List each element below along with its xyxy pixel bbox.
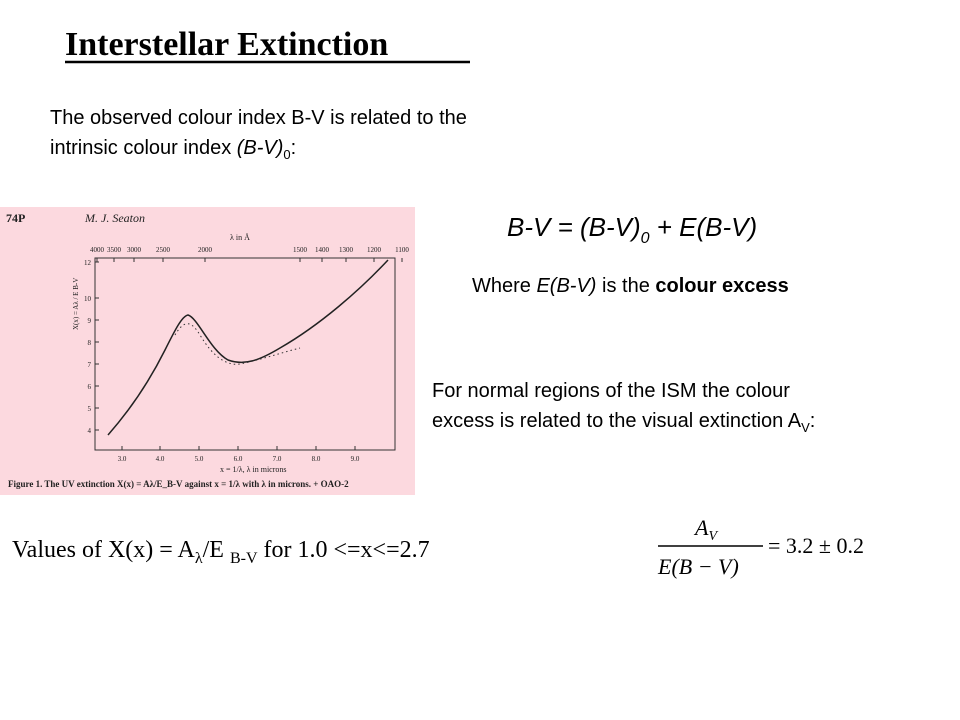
text: for 1.0 <=x<=2.7 (258, 537, 430, 563)
text: : (291, 137, 297, 159)
figure-bottom-tick-label: 8.0 (312, 455, 321, 463)
figure-author: M. J. Seaton (84, 211, 145, 225)
figure-bottom-tick-label: 7.0 (273, 455, 282, 463)
figure-left-tick-label: 4 (88, 427, 92, 435)
intro-line: intrinsic colour index (B-V)0: (50, 137, 296, 162)
figure-bottom-tick-label: 6.0 (234, 455, 243, 463)
subscript: 0 (641, 230, 650, 247)
title: Interstellar Extinction (65, 26, 388, 63)
figure-bottom-tick-label: 3.0 (118, 455, 127, 463)
figure-left-tick-label: 5 (88, 405, 92, 413)
figure-y-label: X(x) = Aλ / E B-V (72, 278, 80, 330)
excess-note: Where E(B-V) is the colour excess (472, 275, 789, 297)
text: intrinsic colour index (50, 137, 237, 159)
figure-top-tick-label: 1100 (395, 246, 409, 254)
ratio-formula: AV E(B − V) = 3.2 ± 0.2 (657, 515, 864, 579)
figure-points (174, 323, 301, 365)
numerator: AV (693, 515, 718, 544)
figure-background (0, 207, 415, 495)
text: + E(B-V) (650, 212, 758, 242)
subscript: V (708, 529, 718, 544)
figure-left-tick-label: 10 (84, 295, 92, 303)
text: is the (596, 275, 655, 297)
figure-left-tick-label: 7 (88, 361, 92, 369)
figure-left-tick-label: 12 (84, 259, 92, 267)
values-caption: Values of X(x) = Aλ/E B-V for 1.0 <=x<=2… (12, 537, 430, 567)
ratio-result: = 3.2 ± 0.2 (768, 533, 864, 558)
figure-x-label: x = 1/λ, λ in microns (220, 465, 287, 474)
figure-top-tick-label: 1200 (367, 246, 382, 254)
intro-line: The observed colour index B-V is related… (50, 107, 467, 129)
figure-top-tick-label: 2000 (198, 246, 213, 254)
figure-left-tick-label: 8 (88, 339, 92, 347)
figure-top-tick-label: 1300 (339, 246, 354, 254)
figure-left-tick-label: 9 (88, 317, 92, 325)
subscript: V (801, 420, 810, 435)
text: colour excess (655, 275, 788, 297)
figure-bottom-tick-label: 5.0 (195, 455, 204, 463)
figure-top-tick-label: 4000 (90, 246, 105, 254)
figure-caption: Figure 1. The UV extinction X(x) = Aλ/E_… (8, 479, 349, 489)
text: E(B-V) (536, 275, 596, 297)
subscript: B-V (230, 550, 258, 567)
equation: B-V = (B-V)0 + E(B-V) (507, 212, 757, 247)
text: Values of X(x) = A (12, 537, 196, 563)
text: (B-V) (237, 137, 284, 159)
text: /E (203, 537, 230, 563)
text: A (693, 515, 709, 540)
figure-left-tick-label: 6 (88, 383, 92, 391)
subscript: 0 (283, 147, 290, 162)
figure-bottom-tick-label: 9.0 (351, 455, 360, 463)
figure-bottom-tick-label: 4.0 (156, 455, 165, 463)
figure-top-tick-label: 3500 (107, 246, 122, 254)
text: : (810, 410, 816, 432)
denominator: E(B − V) (657, 554, 739, 579)
text: Where (472, 275, 536, 297)
figure-top-tick-label: 1500 (293, 246, 308, 254)
figure-top-tick-label: 1400 (315, 246, 330, 254)
text: excess is related to the visual extincti… (432, 410, 802, 432)
normal-regions-line: For normal regions of the ISM the colour (432, 380, 790, 402)
figure-curve (107, 259, 389, 436)
figure-top-tick-label: 2500 (156, 246, 171, 254)
text: B-V = (B-V) (507, 212, 641, 242)
figure-top-axis-label: λ in Å (230, 233, 250, 242)
normal-regions-line: excess is related to the visual extincti… (432, 410, 815, 435)
figure-page: 74P (6, 211, 25, 225)
figure-top-tick-label: 3000 (127, 246, 142, 254)
figure-frame (94, 257, 396, 451)
subscript: λ (195, 550, 203, 567)
